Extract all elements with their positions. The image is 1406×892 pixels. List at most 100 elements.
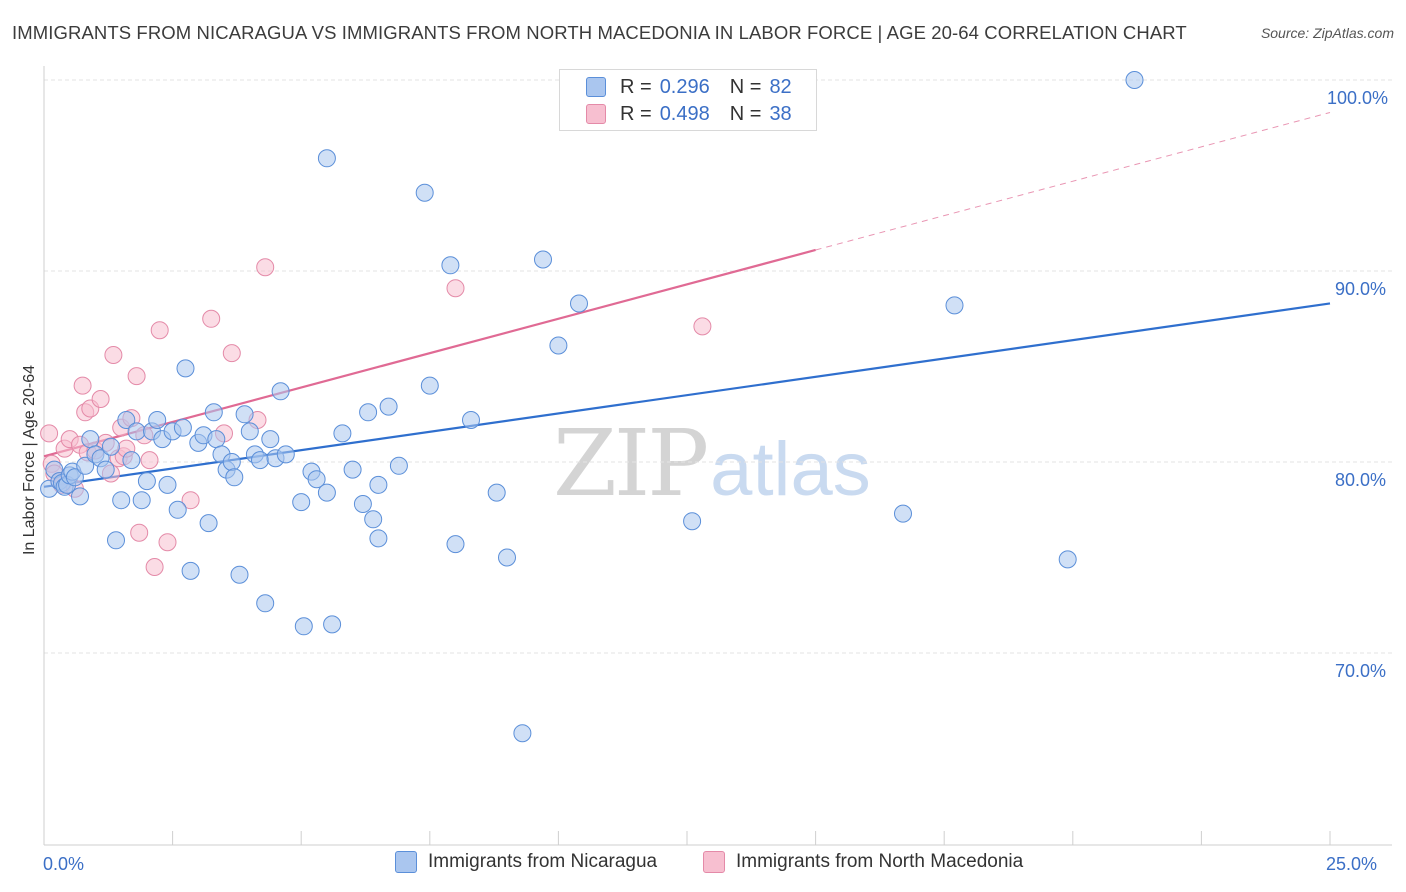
- point-nicaragua: [222, 453, 241, 471]
- point-nicaragua: [199, 514, 218, 533]
- series-legend: Immigrants from Nicaragua Immigrants fro…: [0, 851, 1406, 879]
- trend-line-north-macedonia-dashed: [815, 111, 1331, 251]
- point-nicaragua: [71, 487, 89, 506]
- point-north-macedonia: [181, 491, 200, 510]
- legend-item-nicaragua[interactable]: Immigrants from Nicaragua: [395, 851, 657, 873]
- point-nicaragua: [683, 512, 702, 531]
- swatch-nicaragua: [586, 77, 606, 97]
- point-nicaragua: [204, 403, 223, 422]
- chart-title: IMMIGRANTS FROM NICARAGUA VS IMMIGRANTS …: [12, 22, 1187, 43]
- point-nicaragua: [230, 565, 249, 584]
- point-nicaragua: [158, 475, 177, 494]
- point-nicaragua: [294, 617, 313, 636]
- point-nicaragua: [76, 456, 95, 475]
- point-nicaragua: [256, 594, 275, 613]
- r-value: 0.498: [659, 102, 710, 125]
- point-nicaragua: [168, 500, 187, 519]
- n-value: 82: [769, 75, 792, 98]
- points-north-macedonia: [40, 258, 712, 576]
- legend-swatch-north-macedonia: [703, 851, 725, 873]
- stats-row-north-macedonia: R = 0.498 N = 38: [586, 101, 792, 127]
- point-nicaragua: [415, 183, 434, 202]
- point-north-macedonia: [145, 558, 164, 576]
- n-label: N =: [729, 102, 762, 125]
- watermark-atlas: atlas: [710, 427, 871, 512]
- point-nicaragua: [513, 724, 532, 743]
- grid-lines: [44, 79, 1392, 654]
- point-nicaragua: [420, 376, 439, 395]
- legend-swatch-nicaragua: [395, 851, 417, 873]
- point-nicaragua: [276, 445, 295, 464]
- point-nicaragua: [101, 437, 120, 456]
- point-nicaragua: [487, 483, 506, 502]
- point-north-macedonia: [158, 533, 177, 552]
- y-tick-label-80: 80.0%: [1335, 470, 1387, 490]
- point-nicaragua: [137, 472, 156, 491]
- point-nicaragua: [1058, 550, 1077, 569]
- point-nicaragua: [441, 256, 460, 275]
- r-label: R =: [620, 75, 652, 98]
- point-nicaragua: [364, 510, 383, 529]
- point-nicaragua: [81, 430, 100, 449]
- point-north-macedonia: [127, 367, 146, 386]
- point-nicaragua: [176, 359, 195, 378]
- watermark-zip: ZIP: [553, 410, 709, 517]
- point-nicaragua: [112, 491, 131, 510]
- stats-row-nicaragua: R = 0.296 N = 82: [586, 74, 792, 100]
- point-nicaragua: [389, 456, 408, 475]
- point-north-macedonia: [202, 309, 221, 328]
- trend-line-north-macedonia-solid: [43, 248, 816, 458]
- point-nicaragua: [534, 250, 552, 269]
- point-nicaragua: [65, 468, 84, 487]
- y-tick-label-70: 70.0%: [1335, 661, 1387, 681]
- point-nicaragua: [446, 535, 465, 554]
- point-north-macedonia: [91, 390, 110, 408]
- point-nicaragua: [369, 529, 388, 548]
- point-north-macedonia: [222, 344, 241, 363]
- y-axis-label: In Labor Force | Age 20-64: [21, 364, 38, 556]
- r-label: R =: [620, 102, 652, 125]
- point-nicaragua: [96, 460, 115, 479]
- point-nicaragua: [251, 451, 269, 470]
- point-nicaragua: [107, 531, 125, 550]
- trend-line-north-macedonia: [43, 111, 1331, 458]
- legend-item-north-macedonia[interactable]: Immigrants from North Macedonia: [703, 851, 1023, 873]
- point-nicaragua: [462, 411, 480, 429]
- point-nicaragua: [343, 460, 362, 479]
- legend-label-north-macedonia: Immigrants from North Macedonia: [736, 851, 1024, 872]
- point-north-macedonia: [130, 523, 149, 542]
- point-nicaragua: [317, 483, 336, 502]
- point-north-macedonia: [140, 451, 159, 470]
- point-nicaragua: [333, 424, 352, 443]
- legend-label-nicaragua: Immigrants from Nicaragua: [428, 851, 658, 872]
- point-north-macedonia: [73, 376, 92, 395]
- point-nicaragua: [353, 495, 372, 513]
- swatch-north-macedonia: [586, 104, 606, 124]
- point-north-macedonia: [150, 321, 169, 340]
- point-north-macedonia: [256, 258, 275, 277]
- point-nicaragua: [1125, 71, 1144, 89]
- point-nicaragua: [132, 491, 151, 510]
- point-nicaragua: [240, 422, 259, 441]
- point-nicaragua: [894, 504, 912, 523]
- point-nicaragua: [148, 411, 167, 429]
- point-north-macedonia: [693, 317, 712, 336]
- n-label: N =: [729, 75, 762, 98]
- x-tick-label-min: 0.0%: [43, 854, 85, 874]
- y-tick-label-100: 100.0%: [1327, 88, 1389, 108]
- point-nicaragua: [307, 470, 326, 489]
- point-north-macedonia: [40, 424, 59, 443]
- point-north-macedonia: [446, 279, 465, 298]
- y-tick-label-90: 90.0%: [1335, 279, 1387, 299]
- source-note: Source: ZipAtlas.com: [1260, 25, 1394, 41]
- point-nicaragua: [369, 475, 388, 494]
- point-nicaragua: [127, 422, 146, 441]
- x-tick-label-max: 25.0%: [1326, 854, 1378, 874]
- point-nicaragua: [207, 430, 226, 449]
- point-nicaragua: [317, 149, 336, 168]
- r-value: 0.296: [659, 75, 710, 98]
- point-nicaragua: [549, 336, 568, 355]
- point-nicaragua: [498, 548, 516, 567]
- n-value: 38: [769, 102, 792, 125]
